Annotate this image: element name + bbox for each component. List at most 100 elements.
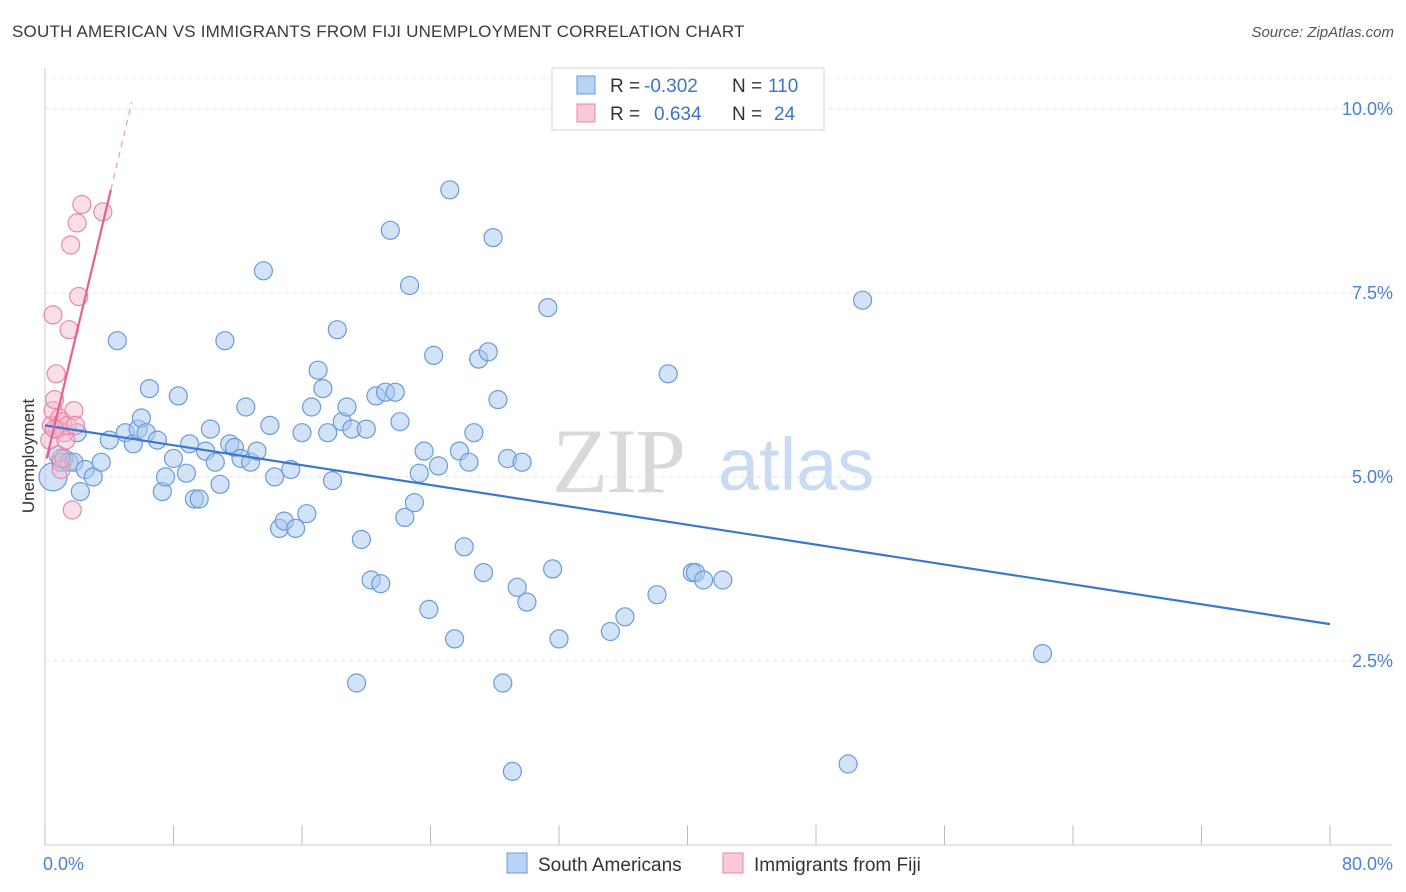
point-south-americans-59: [356, 419, 376, 439]
point-south-americans-97: [647, 585, 667, 605]
point-south-americans-89: [507, 577, 527, 597]
point-south-americans-90: [512, 452, 532, 472]
point-south-americans-98: [658, 364, 678, 384]
point-south-americans-69: [404, 493, 424, 513]
point-south-americans-32: [215, 331, 235, 351]
point-south-americans-49: [308, 360, 328, 380]
point-south-americans-67: [395, 507, 415, 528]
point-south-americans-45: [286, 518, 306, 539]
y-tick-label-1: 5.0%: [1352, 467, 1393, 487]
point-fiji-15: [62, 500, 82, 520]
point-south-americans-101: [693, 570, 714, 590]
point-south-americans-27: [189, 489, 209, 509]
watermark: ZIP atlas: [552, 410, 874, 512]
legend: South Americans Immigrants from Fiji: [506, 852, 921, 876]
trend-lines: [44, 102, 1331, 626]
point-south-americans-12: [107, 331, 127, 351]
point-south-americans-10: [91, 452, 111, 472]
point-fiji-14: [61, 235, 81, 255]
point-south-americans-66: [390, 412, 410, 432]
point-south-americans-7: [70, 482, 90, 502]
y-tick-label-2: 7.5%: [1352, 283, 1393, 303]
point-fiji-16: [64, 401, 84, 421]
point-south-americans-38: [247, 441, 267, 461]
stats-n-label-2: N =: [732, 104, 762, 125]
point-south-americans-88: [502, 761, 523, 782]
point-south-americans-48: [302, 397, 322, 417]
legend-label-south-americans: South Americans: [538, 855, 682, 876]
point-south-americans-103: [838, 754, 858, 774]
point-south-americans-80: [464, 423, 484, 443]
point-south-americans-73: [424, 345, 444, 365]
point-south-americans-40: [260, 415, 280, 435]
y-tick-label-0: 2.5%: [1352, 651, 1393, 671]
chart-source: Source: ZipAtlas.com: [1251, 24, 1394, 41]
point-fiji-20: [72, 194, 92, 215]
point-south-americans-39: [253, 261, 273, 281]
point-south-americans-68: [400, 275, 420, 296]
point-south-americans-72: [419, 599, 439, 620]
stats-swatch-south-americans: [576, 75, 596, 95]
point-south-americans-55: [337, 397, 357, 417]
point-fiji-18: [67, 213, 87, 233]
point-south-americans-82: [473, 562, 494, 583]
point-south-americans-75: [440, 180, 460, 200]
point-fiji-3: [43, 305, 63, 325]
point-south-americans-50: [313, 379, 333, 399]
stats-swatch-fiji: [576, 103, 596, 123]
point-south-americans-102: [713, 570, 733, 590]
y-axis-title: Unemployment: [19, 399, 38, 514]
point-south-americans-53: [327, 320, 347, 340]
legend-swatch-south-americans: [506, 852, 528, 874]
stats-r-label-2: R =: [610, 104, 640, 125]
point-south-americans-30: [205, 452, 225, 472]
axes: [44, 68, 1392, 846]
point-south-americans-83: [478, 342, 498, 362]
point-south-americans-85: [488, 390, 508, 410]
stats-r-label-1: R =: [610, 76, 640, 97]
point-south-americans-79: [459, 452, 479, 472]
y-tick-labels: 2.5% 5.0% 7.5% 10.0%: [1342, 99, 1393, 671]
point-south-americans-78: [454, 537, 474, 557]
trend-line-south-americans: [44, 424, 1331, 626]
point-south-americans-62: [371, 574, 391, 594]
point-south-americans-46: [292, 423, 312, 443]
point-fiji-21: [93, 202, 113, 222]
stats-box: R = -0.302 N = 110 R = 0.634 N = 24: [551, 67, 825, 131]
point-fiji-5: [46, 364, 66, 384]
chart-title: SOUTH AMERICAN VS IMMIGRANTS FROM FIJI U…: [12, 22, 745, 41]
point-south-americans-41: [265, 467, 285, 487]
point-south-americans-93: [542, 559, 563, 579]
point-south-americans-94: [549, 629, 569, 649]
point-south-americans-23: [168, 386, 188, 406]
point-south-americans-51: [318, 423, 338, 443]
point-south-americans-70: [409, 463, 429, 483]
point-south-americans-65: [385, 382, 405, 402]
point-south-americans-18: [139, 379, 159, 399]
watermark-atlas: atlas: [718, 423, 874, 506]
point-south-americans-74: [428, 456, 449, 476]
point-south-americans-9: [83, 467, 103, 487]
point-south-americans-19: [147, 430, 167, 450]
point-south-americans-22: [163, 448, 184, 469]
point-south-americans-105: [1032, 643, 1053, 664]
point-south-americans-95: [600, 621, 621, 642]
x-tick-label-1: 80.0%: [1342, 854, 1393, 874]
point-south-americans-21: [155, 467, 176, 487]
y-tick-label-3: 10.0%: [1342, 99, 1393, 119]
stats-n-label-1: N =: [732, 76, 762, 97]
point-south-americans-25: [180, 434, 200, 454]
point-south-americans-52: [322, 471, 343, 491]
stats-n-value-2: 24: [774, 104, 796, 125]
point-south-americans-29: [200, 419, 220, 439]
point-south-americans-84: [483, 228, 503, 248]
point-south-americans-58: [351, 529, 371, 550]
x-tick-labels: 0.0% 80.0%: [43, 854, 1393, 874]
trend-line-fiji: [45, 189, 112, 459]
point-south-americans-31: [210, 474, 230, 494]
watermark-zip: ZIP: [552, 410, 684, 512]
point-south-americans-91: [517, 592, 537, 612]
legend-label-fiji: Immigrants from Fiji: [754, 855, 921, 876]
stats-r-value-2: 0.634: [654, 104, 702, 125]
